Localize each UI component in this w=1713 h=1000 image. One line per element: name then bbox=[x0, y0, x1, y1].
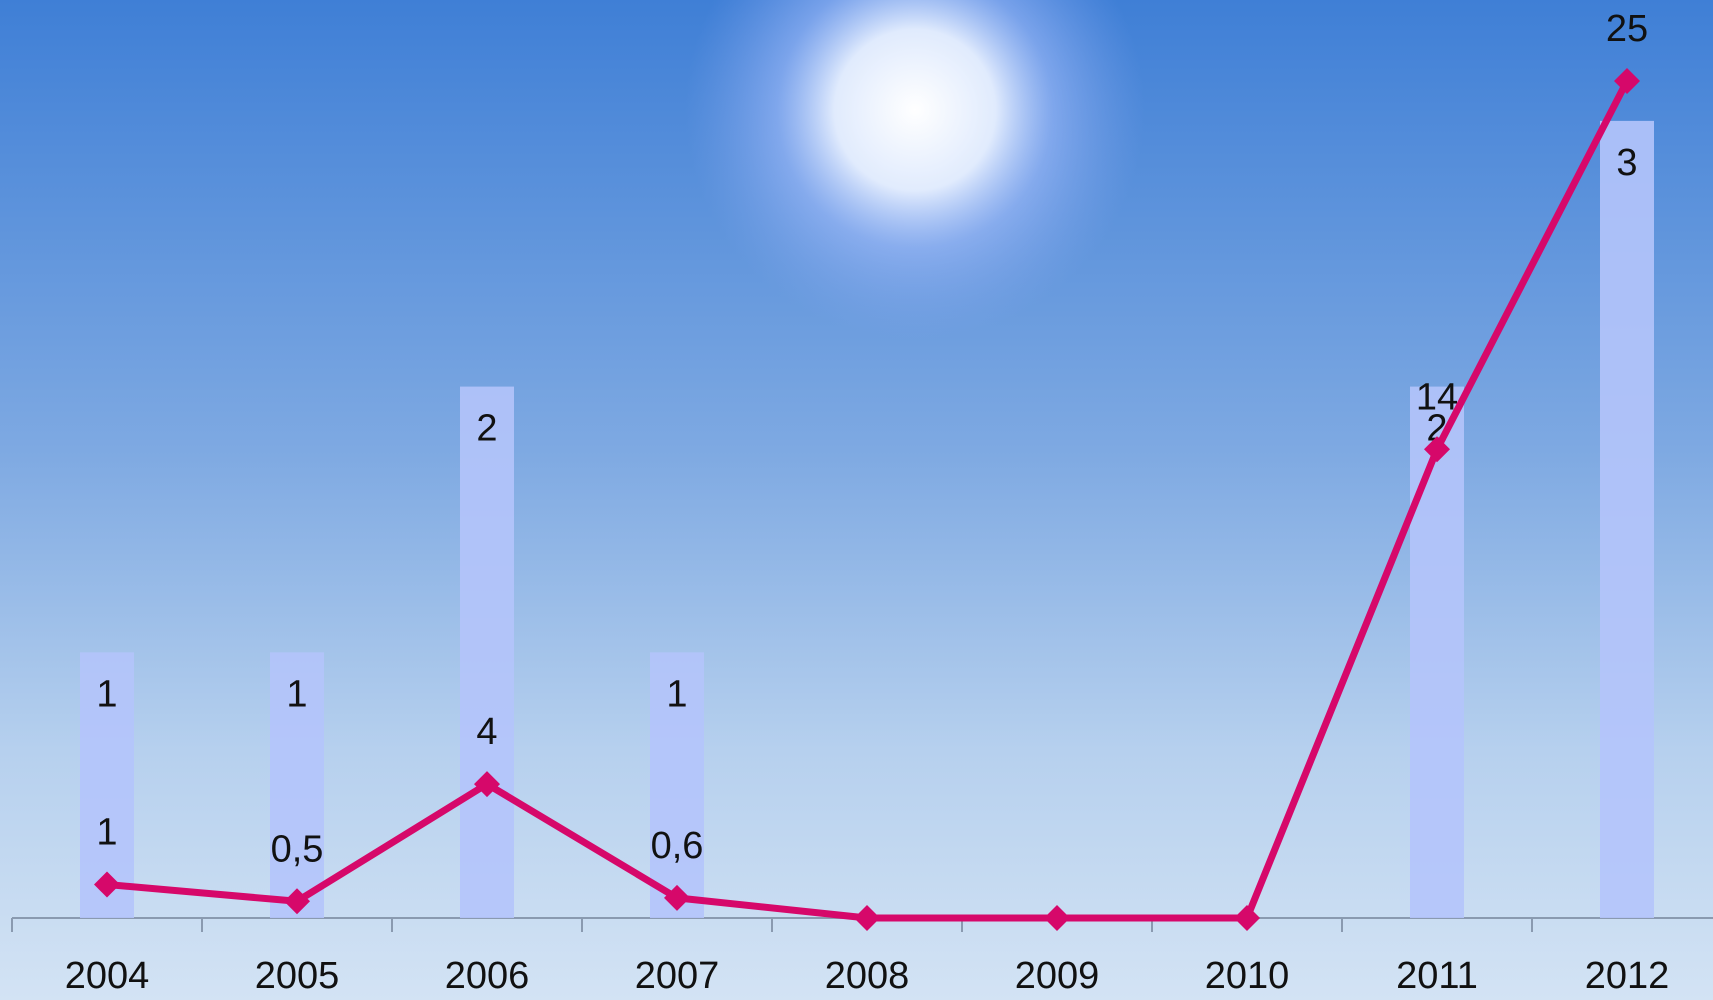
bar bbox=[650, 652, 704, 918]
plot: 2004 2005 2006 2007 2008 2009 2010 2011 2012 1 1 2 1… bbox=[11, 8, 1670, 997]
bar-label: 1 bbox=[666, 673, 687, 715]
line-marker bbox=[1234, 905, 1260, 931]
bar-label: 2 bbox=[476, 408, 497, 450]
x-tick-label: 2005 bbox=[255, 955, 340, 997]
line-marker bbox=[94, 871, 120, 898]
x-tick-label: 2008 bbox=[825, 955, 910, 997]
bar bbox=[1410, 386, 1464, 918]
bar-label: 3 bbox=[1616, 142, 1637, 184]
line-label: 0,5 bbox=[271, 828, 324, 870]
x-tick-label: 2012 bbox=[1585, 955, 1670, 997]
line-marker bbox=[1044, 905, 1070, 931]
line-marker bbox=[854, 905, 880, 931]
sun bbox=[685, 0, 1145, 340]
line-label: 14 bbox=[1416, 376, 1458, 418]
bar-label: 1 bbox=[286, 673, 307, 715]
line-marker bbox=[284, 888, 310, 915]
bar bbox=[270, 652, 324, 918]
bar-label: 1 bbox=[96, 673, 117, 715]
x-tick-label: 2011 bbox=[1396, 955, 1478, 997]
x-tick-label: 2007 bbox=[635, 955, 720, 997]
x-tick-label: 2010 bbox=[1205, 955, 1290, 997]
bar bbox=[460, 386, 514, 918]
bar bbox=[1600, 120, 1654, 919]
line-marker bbox=[1424, 436, 1450, 463]
line-label: 1 bbox=[96, 812, 117, 854]
line-marker bbox=[1614, 68, 1640, 95]
line-marker bbox=[474, 771, 500, 798]
line-marker bbox=[664, 884, 690, 911]
line-label: 0,6 bbox=[651, 825, 704, 867]
x-tick-label: 2006 bbox=[445, 955, 530, 997]
x-tick-label: 2004 bbox=[65, 955, 150, 997]
line-label: 4 bbox=[476, 711, 497, 753]
x-tick-label: 2009 bbox=[1015, 955, 1100, 997]
line-label: 25 bbox=[1606, 8, 1648, 50]
